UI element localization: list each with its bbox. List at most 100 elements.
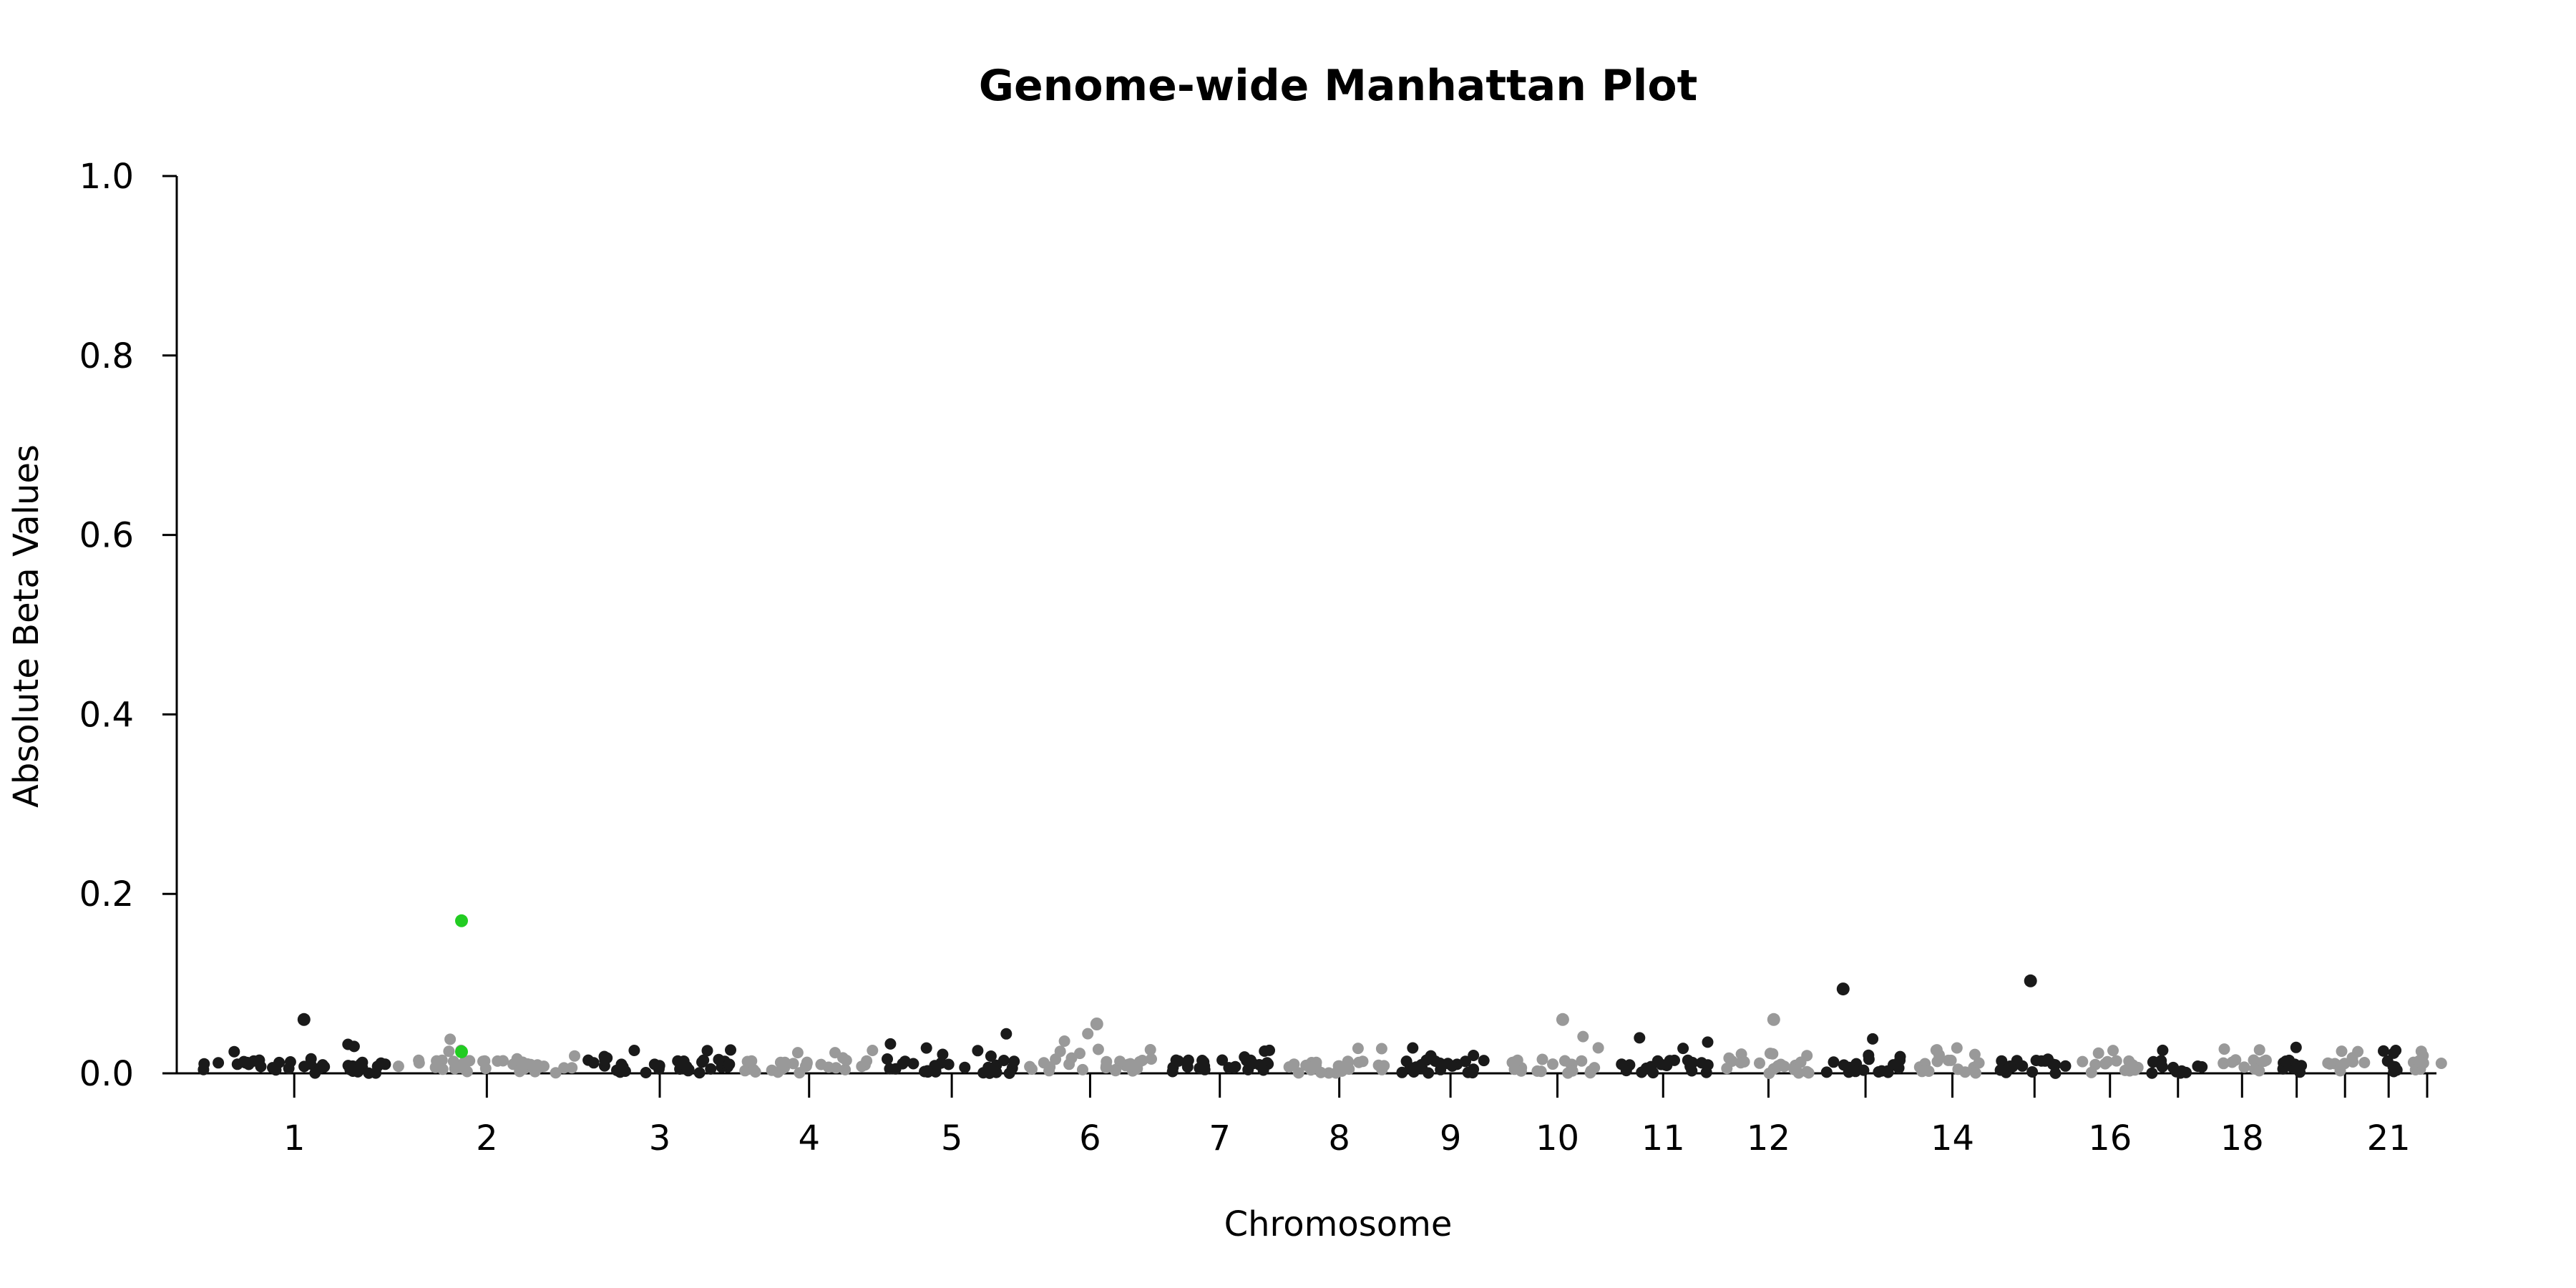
- point-chr-12: [1795, 1056, 1807, 1068]
- point-chr-14: [1973, 1057, 1985, 1069]
- point-chr-12: [1763, 1068, 1775, 1079]
- peak-point-chr-1: [297, 1013, 311, 1026]
- point-chr-1: [371, 1060, 384, 1073]
- point-chr-5: [1008, 1055, 1020, 1068]
- point-chr-3: [705, 1063, 717, 1075]
- point-chr-3: [619, 1065, 631, 1077]
- point-chr-16: [2077, 1055, 2089, 1068]
- point-chr-2: [443, 1045, 455, 1058]
- point-chr-6: [1077, 1063, 1088, 1075]
- x-tick-label-chr-4: 4: [798, 1118, 820, 1158]
- point-chr-7: [1257, 1064, 1269, 1076]
- point-chr-4: [791, 1047, 804, 1059]
- point-chr-1: [228, 1045, 240, 1058]
- point-chr-3: [648, 1058, 660, 1070]
- point-chr-6: [1082, 1028, 1094, 1040]
- x-tick-label-chr-6: 6: [1079, 1118, 1101, 1158]
- point-chr-10: [1558, 1055, 1571, 1067]
- point-chr-1: [273, 1056, 286, 1068]
- point-chr-18: [2218, 1057, 2230, 1069]
- point-chr-22: [2435, 1058, 2447, 1069]
- point-chr-20: [2336, 1045, 2348, 1058]
- point-chr-4: [823, 1061, 834, 1073]
- point-chr-2: [558, 1062, 570, 1074]
- data-points: [197, 914, 2447, 1079]
- point-chr-16: [2107, 1045, 2119, 1057]
- point-chr-4: [837, 1052, 849, 1064]
- point-chr-10: [1589, 1062, 1601, 1074]
- point-chr-16: [2124, 1065, 2136, 1077]
- point-chr-5: [920, 1042, 932, 1054]
- point-chr-1: [363, 1067, 375, 1079]
- point-chr-7: [1239, 1051, 1251, 1063]
- point-chr-14: [1933, 1049, 1945, 1061]
- point-chr-5: [1000, 1028, 1013, 1040]
- point-chr-16: [2102, 1055, 2114, 1068]
- point-chr-12: [1767, 1048, 1779, 1060]
- y-tick-label: 0.4: [79, 695, 134, 735]
- y-axis-label: Absolute Beta Values: [6, 444, 47, 808]
- point-chr-20: [2352, 1045, 2364, 1058]
- point-chr-6: [1146, 1053, 1157, 1065]
- point-chr-3: [599, 1054, 611, 1066]
- point-chr-1: [298, 1060, 311, 1073]
- point-chr-13: [1828, 1056, 1840, 1068]
- point-chr-8: [1342, 1056, 1355, 1068]
- point-chr-9: [1460, 1055, 1471, 1068]
- point-chr-15: [2049, 1059, 2062, 1071]
- point-chr-6: [1058, 1035, 1070, 1047]
- point-chr-13: [1858, 1064, 1870, 1076]
- x-tick-label-chr-1: 1: [283, 1118, 306, 1158]
- point-chr-20: [2335, 1060, 2347, 1072]
- point-chr-15: [1994, 1064, 2006, 1076]
- point-chr-12: [1788, 1063, 1800, 1075]
- point-chr-13: [1843, 1061, 1855, 1073]
- y-tick-label: 0.0: [79, 1054, 134, 1094]
- point-chr-11: [1687, 1057, 1699, 1068]
- point-chr-6: [1054, 1045, 1066, 1058]
- point-chr-1: [241, 1056, 253, 1068]
- point-chr-3: [640, 1067, 652, 1078]
- point-chr-13: [1873, 1066, 1885, 1078]
- point-chr-2: [413, 1057, 425, 1069]
- x-tick-label-chr-5: 5: [941, 1118, 963, 1158]
- point-chr-9: [1434, 1057, 1446, 1069]
- point-chr-16: [2085, 1066, 2097, 1078]
- point-chr-17: [2157, 1044, 2169, 1056]
- point-chr-1: [253, 1054, 265, 1066]
- point-chr-13: [1881, 1065, 1893, 1077]
- point-chr-17: [2155, 1059, 2167, 1071]
- point-chr-11: [1634, 1032, 1646, 1044]
- point-chr-9: [1468, 1063, 1480, 1075]
- x-tick-label-chr-21: 21: [2367, 1118, 2411, 1158]
- point-chr-5: [959, 1061, 971, 1073]
- point-chr-6: [1144, 1044, 1156, 1055]
- point-chr-3: [725, 1044, 736, 1056]
- point-chr-18: [2238, 1061, 2250, 1073]
- point-chr-15: [2004, 1060, 2016, 1072]
- point-chr-7: [1216, 1054, 1229, 1066]
- x-axis-label: Chromosome: [1224, 1204, 1453, 1244]
- point-chr-1: [305, 1053, 317, 1065]
- point-chr-8: [1352, 1043, 1364, 1055]
- point-chr-5: [922, 1065, 933, 1077]
- point-chr-6: [1063, 1058, 1075, 1070]
- point-chr-21: [2390, 1045, 2402, 1056]
- point-chr-4: [861, 1055, 873, 1067]
- point-chr-2: [492, 1055, 504, 1067]
- point-chr-6: [1110, 1065, 1121, 1077]
- point-chr-16: [2110, 1055, 2122, 1067]
- point-chr-6: [1024, 1060, 1036, 1073]
- point-chr-5: [1003, 1067, 1015, 1079]
- point-chr-5: [889, 1063, 902, 1075]
- point-chr-7: [1264, 1044, 1275, 1056]
- point-chr-17: [2146, 1067, 2158, 1079]
- point-chr-6: [1038, 1057, 1050, 1069]
- x-tick-label-chr-2: 2: [476, 1118, 498, 1158]
- point-chr-8: [1288, 1058, 1300, 1070]
- y-tick-label: 0.2: [79, 874, 134, 914]
- point-chr-12: [1735, 1057, 1747, 1069]
- point-chr-4: [749, 1066, 761, 1078]
- point-chr-17: [2192, 1060, 2204, 1072]
- x-tick-label-chr-8: 8: [1328, 1118, 1350, 1158]
